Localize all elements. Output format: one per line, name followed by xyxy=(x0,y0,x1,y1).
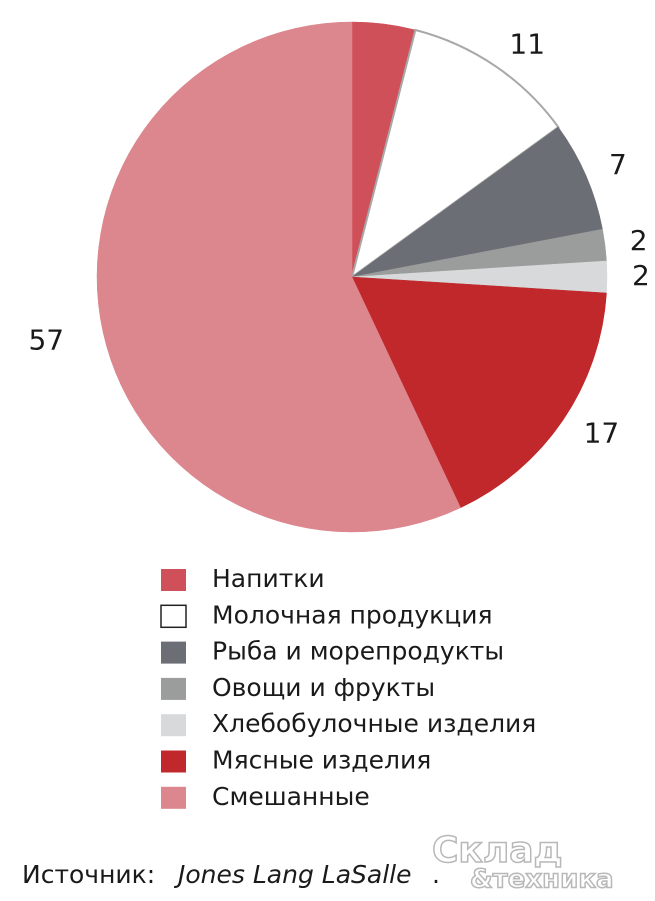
data-label: 7 xyxy=(609,148,627,181)
legend-swatch xyxy=(161,786,186,809)
legend-swatch xyxy=(161,569,186,591)
data-label: 2 xyxy=(630,224,648,257)
pie-slice xyxy=(351,276,607,509)
pie-slice xyxy=(350,28,560,280)
legend-swatch xyxy=(161,750,186,773)
legend-label: Рыба и морепродукты xyxy=(212,637,504,666)
pie-slice xyxy=(351,126,603,278)
data-label: 2 xyxy=(632,259,650,292)
legend-label: Смешанные xyxy=(212,782,370,811)
pie-slice xyxy=(96,21,461,533)
legend-swatch xyxy=(161,641,186,664)
watermark: Склад xyxy=(432,830,563,871)
source-prefix: Источник: xyxy=(22,860,155,889)
source-name: Jones Lang LaSalle xyxy=(173,860,411,889)
legend-swatch xyxy=(160,604,187,629)
legend-label: Молочная продукция xyxy=(212,600,493,629)
source-suffix: . xyxy=(432,860,440,889)
legend-label: Хлебобулочные изделия xyxy=(212,709,536,738)
watermark: &техника xyxy=(470,865,614,895)
data-label: 17 xyxy=(584,416,620,449)
legend-label: Овощи и фрукты xyxy=(212,673,435,702)
data-label: 57 xyxy=(28,323,64,356)
legend-label: Напитки xyxy=(212,564,325,593)
legend-swatch xyxy=(161,677,186,700)
legend-label: Мясные изделия xyxy=(212,746,431,775)
legend-swatch xyxy=(161,714,186,737)
data-label: 11 xyxy=(509,27,545,60)
